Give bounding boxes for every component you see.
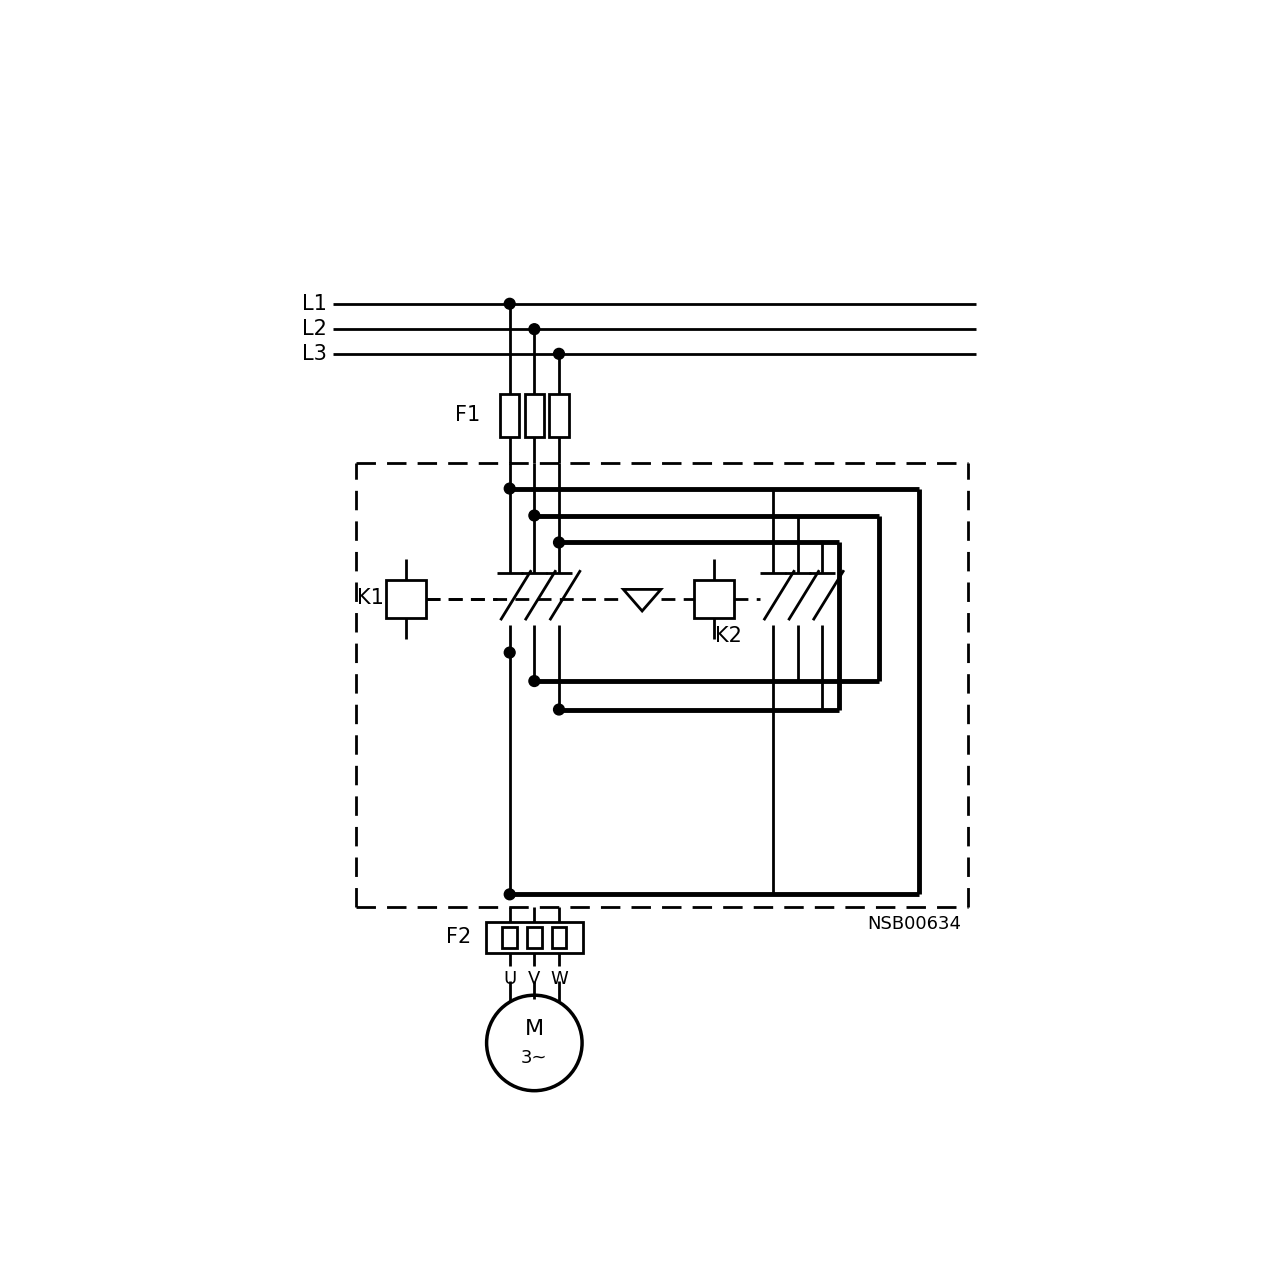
Bar: [552, 927, 566, 948]
Bar: [525, 394, 544, 436]
Bar: [486, 922, 582, 952]
Text: NSB00634: NSB00634: [868, 915, 961, 933]
Bar: [527, 927, 541, 948]
Text: F2: F2: [445, 928, 471, 947]
Circle shape: [504, 483, 515, 494]
Circle shape: [553, 538, 564, 548]
Text: W: W: [550, 970, 568, 988]
Text: F1: F1: [456, 406, 480, 425]
Text: K1: K1: [357, 588, 384, 608]
Circle shape: [529, 676, 540, 686]
Text: K2: K2: [716, 626, 742, 646]
Bar: [694, 580, 733, 618]
Circle shape: [504, 888, 515, 900]
Bar: [549, 394, 568, 436]
Text: L2: L2: [302, 319, 326, 339]
Text: V: V: [529, 970, 540, 988]
Circle shape: [553, 704, 564, 716]
Text: U: U: [503, 970, 516, 988]
Text: L1: L1: [302, 293, 326, 314]
Circle shape: [529, 324, 540, 334]
Text: M: M: [525, 1019, 544, 1039]
Bar: [500, 394, 520, 436]
Text: L3: L3: [302, 344, 326, 364]
Bar: [502, 927, 517, 948]
Circle shape: [504, 648, 515, 658]
Circle shape: [529, 511, 540, 521]
Circle shape: [553, 348, 564, 360]
Circle shape: [504, 298, 515, 310]
Text: 3~: 3~: [521, 1050, 548, 1068]
Bar: [385, 580, 426, 618]
